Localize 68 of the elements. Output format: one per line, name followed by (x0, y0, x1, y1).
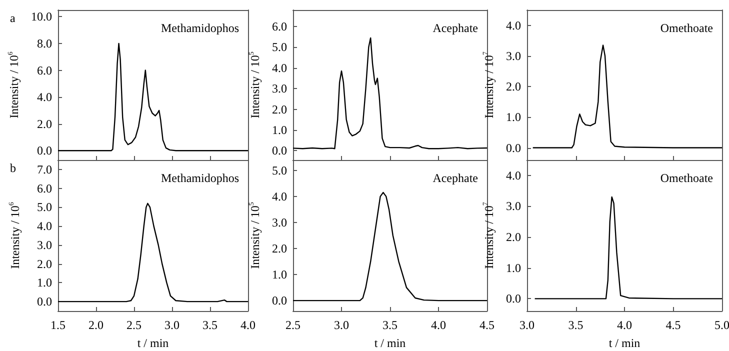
y-tick-label: 5.0 (37, 200, 52, 214)
y-tick-label: 6.0 (37, 181, 52, 196)
x-tick-label: 3.0 (334, 318, 349, 332)
text: Acephate (432, 21, 478, 35)
y-tick-label: 2.0 (272, 102, 287, 116)
x-tick-label: 4.0 (431, 318, 446, 332)
text: Omethoate (660, 21, 714, 35)
y-tick-label: 4.0 (37, 90, 52, 104)
x-tick-label: 2.0 (88, 318, 104, 332)
text: b (10, 161, 16, 175)
x-tick-label: 2.5 (126, 318, 142, 332)
y-tick-label: 1.0 (506, 110, 521, 124)
y-tick-label: 5.0 (272, 40, 287, 54)
x-tick-label: 4.5 (480, 318, 494, 332)
y-tick-label: 4.0 (506, 168, 521, 182)
line-series (57, 202, 249, 302)
x-tick-label: 3.5 (202, 318, 218, 332)
y-tick-label: 1.0 (37, 276, 52, 290)
y-tick-label: 2.0 (37, 256, 52, 271)
y-tick-label: 6.0 (37, 63, 52, 78)
x-tick-label: 1.5 (50, 318, 66, 332)
text: Methamidophos (161, 21, 240, 35)
x-axis-title: t / min (608, 336, 640, 350)
y-tick-label: 1.0 (272, 123, 287, 137)
y-tick-label: 3.0 (272, 215, 287, 230)
text: Omethoate (660, 171, 714, 185)
x-tick-label: 4.0 (617, 318, 632, 332)
y-tick-label: 7.0 (37, 162, 52, 176)
y-tick-label: 1.0 (506, 260, 521, 275)
x-tick-label: 2.5 (286, 318, 300, 332)
x-tick-label: 3.5 (382, 318, 398, 332)
y-tick-label: 4.0 (272, 60, 287, 75)
text: Acephate (432, 171, 478, 185)
y-tick-label: 3.0 (37, 238, 52, 252)
y-tick-label: 0.0 (272, 294, 287, 308)
y-tick-label: 2.0 (506, 80, 521, 94)
y-tick-label: 0.0 (272, 144, 287, 158)
x-tick-label: 3.0 (164, 318, 180, 332)
y-tick-label: 6.0 (272, 20, 287, 34)
y-tick-label: 4.0 (37, 219, 52, 234)
text: Methamidophos (161, 171, 240, 185)
y-tick-label: 0.0 (37, 144, 52, 158)
y-tick-label: 10.0 (31, 10, 52, 24)
x-tick-label: 3.0 (520, 318, 534, 332)
y-tick-label: 3.0 (272, 82, 287, 96)
line-series (534, 196, 723, 300)
x-axis-title: t / min (374, 336, 406, 350)
x-tick-label: 3.5 (568, 318, 584, 332)
line-series (57, 42, 249, 152)
y-tick-label: 1.0 (272, 268, 287, 282)
y-tick-label: 8.0 (37, 36, 52, 50)
y-tick-label: 5.0 (272, 163, 287, 178)
y-tick-label: 0.0 (506, 140, 521, 155)
y-tick-label: 2.0 (272, 242, 287, 256)
y-tick-label: 2.0 (506, 230, 521, 244)
y-tick-label: 4.0 (272, 189, 287, 204)
y-tick-label: 4.0 (506, 18, 521, 32)
y-tick-label: 2.0 (37, 116, 52, 131)
y-tick-label: 0.0 (37, 294, 52, 309)
x-axis-title: t / min (137, 336, 169, 350)
x-tick-label: 4.0 (240, 318, 256, 332)
x-tick-label: 5.0 (714, 318, 729, 332)
y-tick-label: 0.0 (506, 292, 521, 306)
line-series (532, 44, 723, 148)
y-tick-label: 3.0 (506, 48, 521, 63)
y-tick-label: 3.0 (506, 199, 521, 214)
x-tick-label: 4.5 (666, 318, 681, 332)
text: a (10, 11, 16, 25)
